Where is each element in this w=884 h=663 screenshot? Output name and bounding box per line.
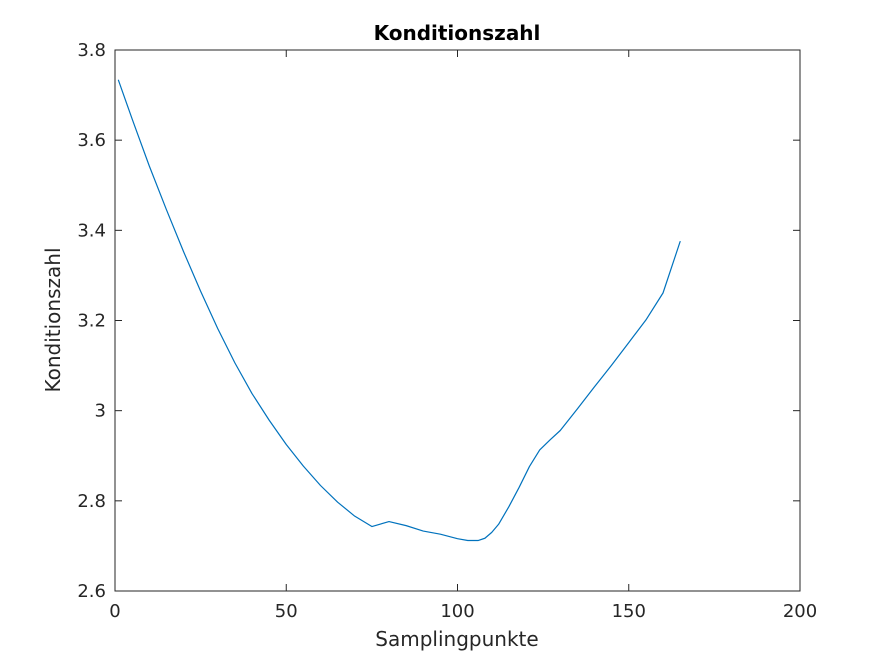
- chart-title: Konditionszahl: [374, 21, 541, 45]
- x-tick-label: 50: [275, 601, 298, 622]
- y-tick-label: 3.8: [77, 40, 106, 61]
- y-tick-label: 2.8: [77, 491, 106, 512]
- y-tick-label: 3: [95, 401, 106, 422]
- x-tick-label: 150: [612, 601, 646, 622]
- plot-frame: [114, 49, 801, 592]
- x-axis-ticks: 0 50 100 150 200: [109, 50, 817, 622]
- x-axis-label: Samplingpunkte: [375, 627, 538, 651]
- y-tick-label: 3.4: [77, 220, 106, 241]
- x-tick-label: 0: [109, 601, 120, 622]
- y-tick-label: 2.6: [77, 581, 106, 602]
- y-axis-label: Konditionszahl: [41, 248, 65, 393]
- y-axis-ticks: 2.6 2.8 3 3.2 3.4 3.6 3.8: [77, 40, 800, 602]
- series-layer: [117, 79, 681, 542]
- series-line: [117, 79, 681, 542]
- y-tick-label: 3.6: [77, 130, 106, 151]
- x-tick-label: 200: [783, 601, 817, 622]
- plot-area: [115, 50, 800, 591]
- x-tick-label: 100: [440, 601, 474, 622]
- y-tick-label: 3.2: [77, 311, 106, 332]
